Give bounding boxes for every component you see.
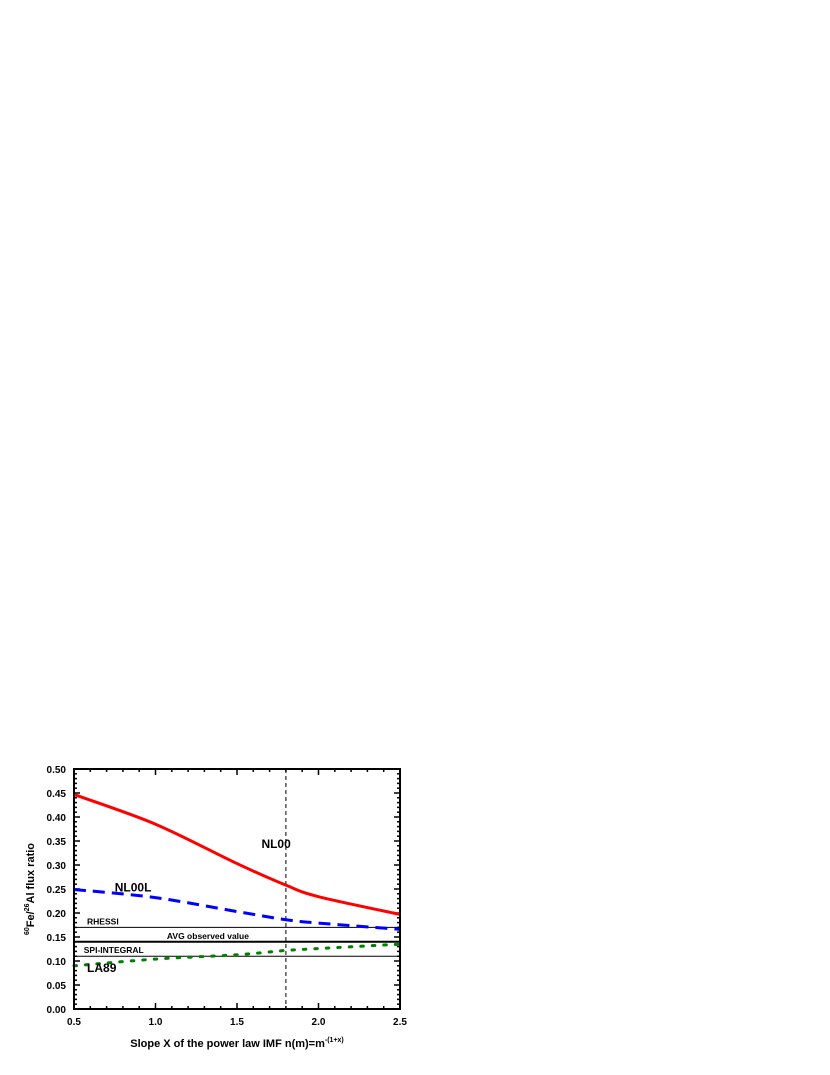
series-lines <box>72 793 402 968</box>
series-label-la89: LA89 <box>87 961 117 975</box>
y-tick-label: 0.20 <box>47 909 67 920</box>
x-tick-label: 2.0 <box>312 1017 326 1028</box>
y-tick-label: 0.00 <box>47 1005 67 1016</box>
x-axis-label-main: Slope X of the power law IMF n(m)=m <box>130 1038 325 1050</box>
y-tick-label: 0.05 <box>47 981 67 992</box>
x-axis-label: Slope X of the power law IMF n(m)=m-(1+x… <box>130 1037 344 1050</box>
y-label-al: Al flux ratio <box>25 843 37 904</box>
plot-frame <box>73 768 401 1010</box>
y-tick-label: 0.15 <box>47 933 67 944</box>
y-tick-label: 0.45 <box>47 789 67 800</box>
series-line-la89 <box>72 942 402 968</box>
y-axis-label: 60Fe/26Al flux ratio <box>24 843 37 935</box>
y-tick-label: 0.30 <box>47 861 67 872</box>
series-label-nl00: NL00 <box>261 837 291 851</box>
series-line-nl00 <box>73 793 401 916</box>
series-label-nl00l: NL00L <box>115 880 152 894</box>
reference-line-label: SPI-INTEGRAL <box>84 945 144 955</box>
reference-line-label: RHESSI <box>87 916 119 926</box>
y-tick-label: 0.35 <box>47 837 67 848</box>
y-tick-label: 0.50 <box>47 765 67 776</box>
x-tick-label: 1.5 <box>230 1017 244 1028</box>
reference-line-label: AVG observed value <box>167 931 249 941</box>
y-tick-label: 0.25 <box>47 885 67 896</box>
y-label-fe: Fe/ <box>25 911 37 927</box>
x-tick-label: 0.5 <box>67 1017 81 1028</box>
y-tick-label: 0.10 <box>47 957 67 968</box>
x-axis-label-sup: -(1+x) <box>325 1037 344 1044</box>
x-tick-label: 2.5 <box>393 1017 407 1028</box>
x-tick-label: 1.0 <box>149 1017 163 1028</box>
y-label-sup-60: 60 <box>24 927 31 935</box>
labels: NL00 NL00L LA89 <box>87 837 291 975</box>
y-tick-label: 0.40 <box>47 813 67 824</box>
series-line-nl00l <box>73 887 401 931</box>
y-label-sup-26: 26 <box>24 903 31 911</box>
